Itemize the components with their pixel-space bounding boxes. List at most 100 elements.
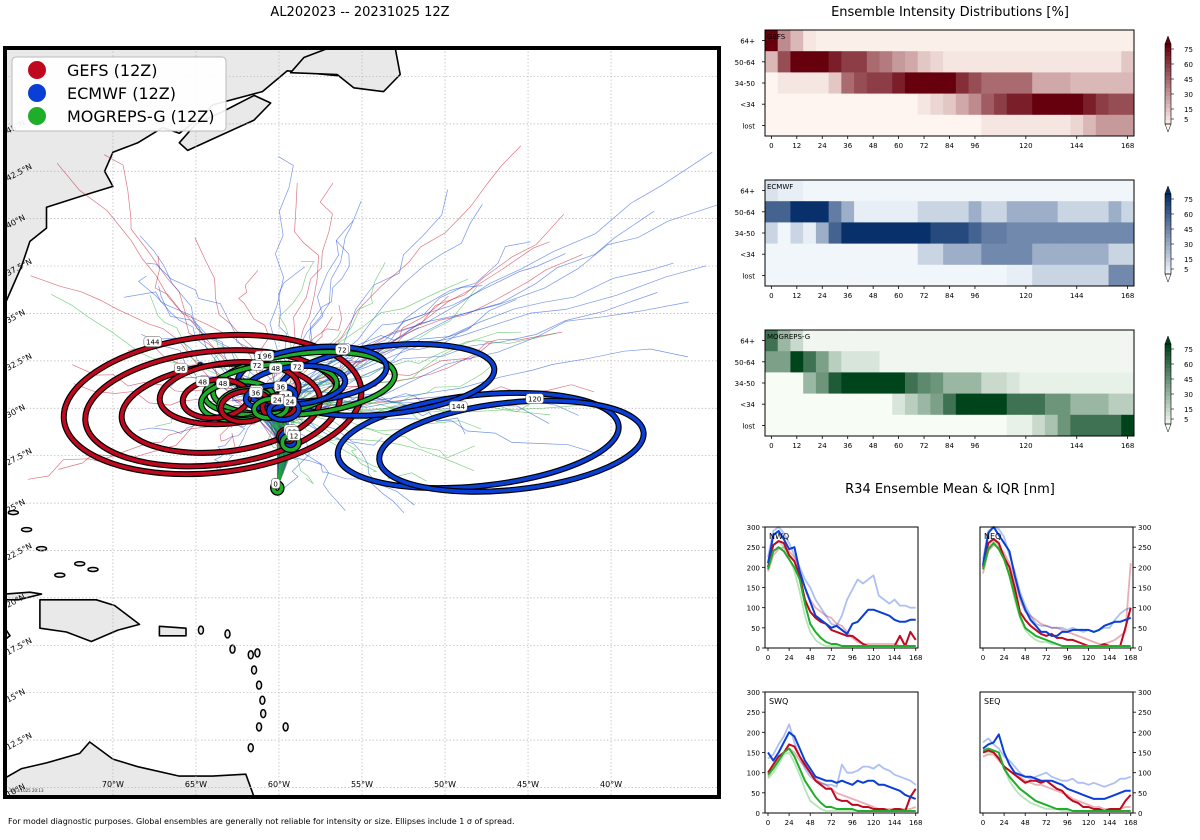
heat-cell bbox=[943, 72, 957, 94]
heat-cell bbox=[1070, 351, 1084, 373]
heat-cell bbox=[955, 201, 969, 223]
heat-cell bbox=[1083, 414, 1097, 437]
heat-cell bbox=[1032, 114, 1046, 137]
heat-cell bbox=[904, 351, 919, 373]
colorbar-segment bbox=[1165, 384, 1171, 389]
heat-xtick-label: 96 bbox=[970, 142, 979, 150]
r34-xtick-label: 168 bbox=[1124, 654, 1137, 662]
r34-ytick-label: 300 bbox=[747, 524, 760, 532]
heat-cell bbox=[1108, 372, 1122, 394]
heat-cell bbox=[854, 72, 868, 94]
heat-cell bbox=[968, 180, 982, 202]
heat-cell bbox=[1019, 393, 1033, 416]
r34-ytick-label: 300 bbox=[1138, 689, 1151, 697]
heat-xtick-label: 48 bbox=[869, 292, 878, 300]
heat-cell bbox=[981, 243, 995, 266]
r34-xtick-label: 168 bbox=[1124, 819, 1137, 827]
heat-cell bbox=[1108, 180, 1122, 202]
r34-xtick-label: 24 bbox=[785, 654, 794, 662]
heat-row-label: 50-64 bbox=[735, 359, 756, 367]
track-map: 1441201441209696967272724848483636362424… bbox=[3, 46, 721, 799]
heat-cell bbox=[1121, 264, 1135, 287]
heat-cell bbox=[803, 330, 817, 352]
heat-cell bbox=[930, 72, 944, 94]
colorbar-segment bbox=[1165, 44, 1171, 49]
heat-cell bbox=[1019, 243, 1033, 266]
colorbar-label: 15 bbox=[1184, 256, 1193, 264]
heat-cell bbox=[854, 30, 868, 52]
r34-ytick-label: 100 bbox=[1138, 770, 1151, 778]
heat-cell bbox=[943, 414, 957, 437]
r34-ytick-label: 150 bbox=[747, 585, 760, 593]
mogreps-mean-line bbox=[767, 747, 916, 812]
heat-cell bbox=[981, 351, 995, 373]
heat-cell bbox=[968, 30, 982, 52]
r34-ytick-label: 50 bbox=[1138, 790, 1147, 798]
colorbar-segment bbox=[1165, 88, 1171, 93]
r34-ytick-label: 150 bbox=[1138, 750, 1151, 758]
heat-row-label: lost bbox=[742, 122, 755, 130]
heat-cell bbox=[981, 372, 995, 394]
heat-cell bbox=[1095, 222, 1109, 244]
hour-label-box bbox=[271, 478, 281, 489]
colorbar-segment bbox=[1165, 380, 1171, 385]
gefs-iqr-line bbox=[767, 747, 917, 810]
gefs-iqr-line bbox=[982, 544, 1132, 645]
colorbar-arrow-bottom bbox=[1164, 273, 1172, 283]
colorbar-label: 30 bbox=[1184, 241, 1193, 249]
heat-cell bbox=[866, 93, 880, 116]
heat-cell bbox=[1083, 393, 1097, 416]
heat-cell bbox=[803, 264, 817, 287]
heat-cell bbox=[917, 264, 931, 287]
heat-xtick-label: 144 bbox=[1070, 142, 1084, 150]
heat-cell bbox=[955, 93, 969, 116]
hour-label-box bbox=[449, 400, 468, 412]
heat-cell bbox=[981, 264, 995, 287]
heat-cell bbox=[968, 51, 982, 73]
heat-cell bbox=[1070, 330, 1084, 352]
heat-cell bbox=[1108, 243, 1122, 266]
heat-cell bbox=[1121, 372, 1135, 394]
heat-cell bbox=[968, 93, 982, 116]
r34-xtick-label: 72 bbox=[827, 819, 836, 827]
heat-cell bbox=[866, 264, 880, 287]
heat-cell bbox=[790, 180, 804, 202]
heat-cell bbox=[930, 372, 944, 394]
heat-cell bbox=[866, 330, 880, 352]
colorbar-segment bbox=[1165, 254, 1171, 259]
heat-cell bbox=[841, 72, 855, 94]
heat-cell bbox=[1070, 372, 1084, 394]
heat-panel-name: MOGREPS-G bbox=[767, 333, 810, 341]
heat-xtick-label: 84 bbox=[945, 442, 954, 450]
heat-cell bbox=[866, 414, 880, 437]
heat-cell bbox=[930, 180, 944, 202]
heat-cell bbox=[968, 414, 982, 437]
heat-cell bbox=[1032, 414, 1046, 437]
colorbar-segment bbox=[1165, 112, 1171, 117]
colorbar-segment bbox=[1165, 218, 1171, 223]
heat-cell bbox=[981, 93, 995, 116]
heat-xtick-label: 72 bbox=[920, 442, 929, 450]
heat-cell bbox=[1095, 330, 1109, 352]
colorbar-segment bbox=[1165, 404, 1171, 409]
heat-cell bbox=[981, 30, 995, 52]
heat-cell bbox=[1108, 93, 1122, 116]
heat-cell bbox=[955, 351, 969, 373]
r34-xtick-label: 144 bbox=[888, 819, 902, 827]
heat-cell bbox=[1057, 180, 1071, 202]
lesser-antilles-island bbox=[224, 629, 231, 639]
hour-label-box bbox=[195, 376, 210, 387]
hour-label-box bbox=[268, 362, 283, 374]
heat-cell bbox=[917, 393, 931, 416]
heat-cell bbox=[1044, 393, 1059, 416]
colorbar-segment bbox=[1165, 52, 1171, 57]
colorbar-segment bbox=[1165, 388, 1171, 393]
r34-panel-label: NWQ bbox=[769, 532, 789, 541]
heat-cell bbox=[904, 51, 919, 73]
heat-cell bbox=[892, 201, 906, 223]
heat-row-label: 34-50 bbox=[735, 230, 755, 238]
r34-xtick-label: 120 bbox=[1082, 819, 1095, 827]
heat-cell bbox=[943, 351, 957, 373]
heat-row-label: 34-50 bbox=[735, 80, 755, 88]
